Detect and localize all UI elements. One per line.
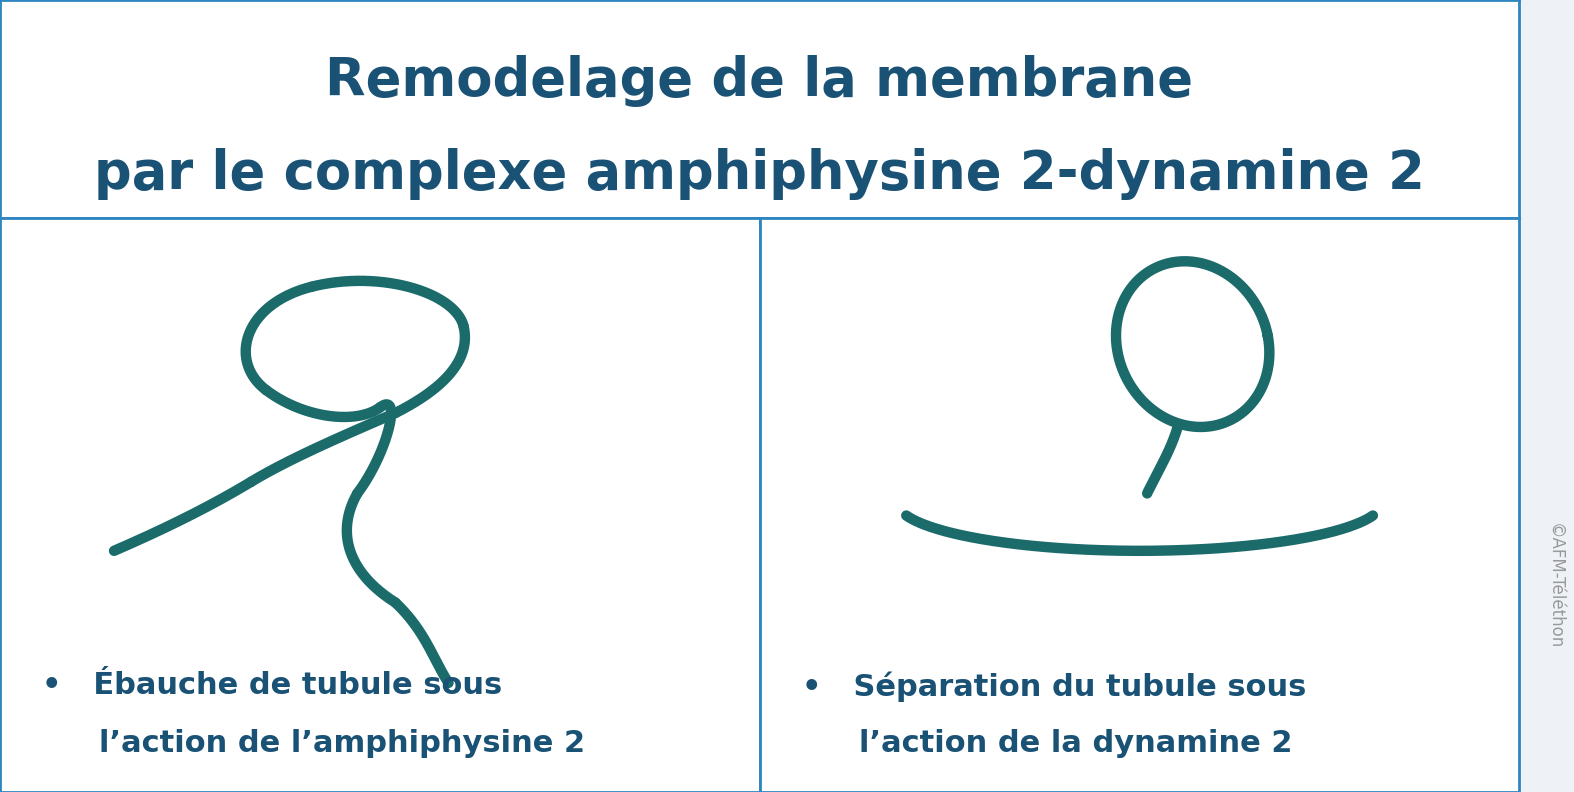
Text: •   Ébauche de tubule sous: • Ébauche de tubule sous bbox=[42, 672, 502, 700]
Text: •   Séparation du tubule sous: • Séparation du tubule sous bbox=[803, 672, 1306, 702]
Text: par le complexe amphiphysine 2-dynamine 2: par le complexe amphiphysine 2-dynamine … bbox=[94, 148, 1424, 200]
Text: l’action de l’amphiphysine 2: l’action de l’amphiphysine 2 bbox=[99, 729, 586, 758]
Text: l’action de la dynamine 2: l’action de la dynamine 2 bbox=[859, 729, 1292, 758]
Text: Remodelage de la membrane: Remodelage de la membrane bbox=[326, 55, 1193, 107]
Text: ©AFM-Téléthon: ©AFM-Téléthon bbox=[1546, 524, 1565, 649]
